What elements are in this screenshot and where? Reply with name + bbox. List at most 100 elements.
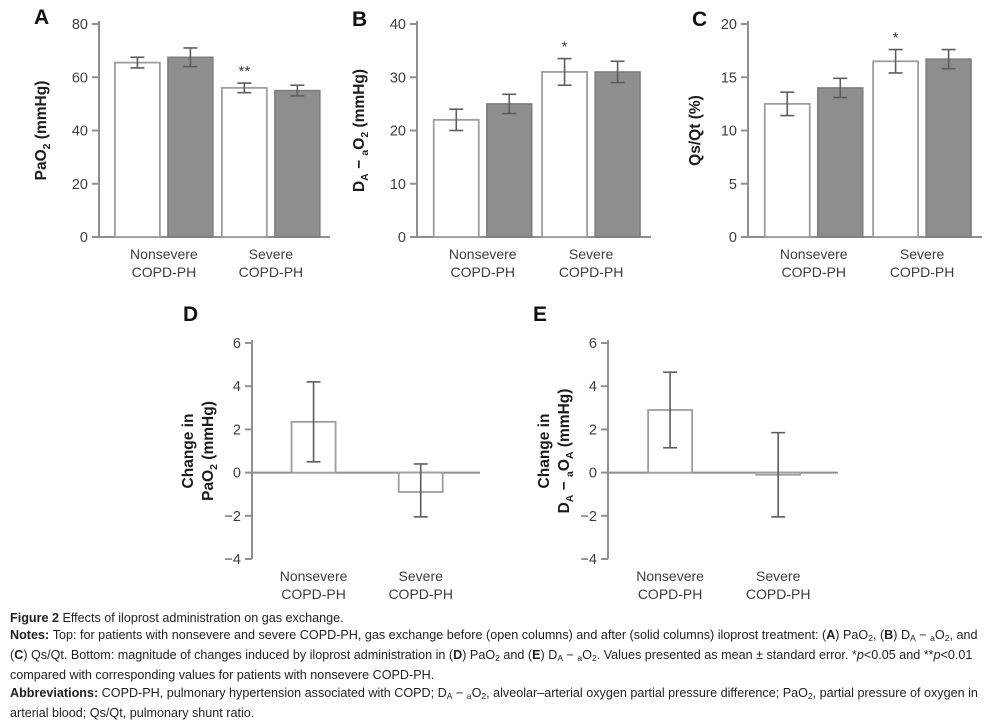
y-tick-label: 40: [390, 17, 406, 33]
x-category-label: COPD-PH: [890, 264, 955, 280]
x-category-label: Nonsevere: [636, 568, 704, 584]
caption-text-segment: −: [452, 685, 467, 700]
x-category-label: COPD-PH: [781, 264, 846, 280]
y-tick-label: 60: [72, 70, 88, 86]
y-axis-label: PaO2 (mmHg): [33, 81, 53, 181]
y-tick-label: −2: [224, 509, 241, 525]
y-tick-label: −4: [224, 552, 241, 568]
y-tick-label: 0: [398, 230, 406, 246]
x-category-label: Nonsevere: [449, 246, 517, 262]
chart-panel-b: B 0 10 20 30 40 Nonsevere COPD-PH Severe COPD-PH *…: [340, 0, 680, 295]
caption-text-segment: and (: [499, 648, 533, 663]
y-tick-label: 20: [72, 177, 88, 193]
caption-text-segment: O: [471, 685, 482, 700]
chart-panel-c: C 0 5 10 15 20 Nonsevere COPD-PH Severe COPD-PH * Q…: [680, 0, 1007, 295]
bar-a-nonsevere-open: [114, 61, 161, 238]
y-tick-label: 10: [721, 124, 737, 140]
x-category-label: Nonsevere: [280, 568, 348, 584]
caption-text-segment: 2: [591, 653, 597, 664]
chart-b-svg: 0 10 20 30 40 Nonsevere COPD-PH Severe COPD-PH * D…: [351, 17, 651, 280]
bar-c-nonsevere-solid: [817, 87, 864, 238]
y-tick-label: 0: [80, 230, 88, 246]
caption-text-segment: 2: [868, 633, 873, 644]
caption-text-segment: , (: [872, 628, 885, 643]
caption-text-segment: Notes:: [10, 628, 53, 643]
y-tick-label: 15: [721, 70, 737, 86]
caption-text-segment: Top: for patients with nonsevere and sev…: [52, 628, 827, 643]
bar-a-nonsevere-solid: [167, 56, 214, 238]
caption-text-segment: Figure 2: [10, 611, 63, 625]
caption-text-segment: a: [466, 690, 472, 701]
y-tick-label: 4: [589, 379, 597, 395]
x-category-label: Severe: [399, 568, 444, 584]
y-tick-label: 2: [589, 422, 597, 438]
y-tick-label: 30: [390, 70, 406, 86]
chart-panel-a: A 0 20 40 60 80 Nonsevere COPD-PH Severe COPD-PH *…: [0, 0, 340, 295]
x-category-label: COPD-PH: [239, 264, 304, 280]
caption-text-segment: a: [930, 633, 935, 644]
bar-a-severe-open: [220, 87, 268, 238]
x-category-label: COPD-PH: [746, 586, 811, 602]
x-category-label: COPD-PH: [388, 586, 453, 602]
caption-text-segment: , alveolar–arterial oxygen partial press…: [486, 685, 808, 700]
x-category-label: COPD-PH: [638, 586, 703, 602]
caption-text-segment: C: [14, 648, 24, 663]
caption-text-segment: , and (: [10, 628, 978, 663]
caption-text-segment: a: [577, 653, 583, 664]
bar-c-nonsevere-open: [763, 102, 811, 238]
y-tick-label: −2: [580, 509, 597, 525]
caption-text-segment: ) PaO: [462, 648, 496, 663]
caption-text-segment: ) D: [540, 648, 558, 663]
panel-label-b: B: [352, 8, 368, 31]
panel-label-a: A: [34, 6, 50, 29]
y-axis-label: Change in: [180, 414, 197, 489]
y-tick-label: 5: [729, 177, 737, 193]
y-tick-label: 20: [721, 17, 737, 33]
chart-e-svg: −4 −2 0 2 4 6 Nonsevere COPD-PH Severe COPD-PH Cha…: [536, 336, 838, 602]
x-category-label: COPD-PH: [450, 264, 515, 280]
y-tick-label: 40: [72, 124, 88, 140]
x-category-label: Severe: [900, 246, 945, 262]
caption-text-segment: <0.01 compared with corresponding values…: [10, 648, 973, 683]
caption-text-segment: p: [856, 648, 864, 663]
y-tick-label: 0: [729, 230, 737, 246]
y-tick-label: 6: [233, 336, 241, 352]
y-tick-label: 4: [233, 379, 241, 395]
bar-a-severe-solid: [274, 89, 321, 238]
y-axis-label: Qs/Qt (%): [687, 95, 704, 166]
caption-text-segment: O: [582, 648, 592, 663]
panel-label-d: D: [183, 303, 199, 326]
x-category-label: Severe: [756, 568, 801, 584]
caption-text-segment: , partial pressure of oxygen in arterial…: [10, 685, 978, 720]
significance-marker: **: [239, 63, 251, 80]
charts-area: A 0 20 40 60 80 Nonsevere COPD-PH Severe COPD-PH *…: [0, 0, 1007, 602]
caption-text-segment: 2: [481, 690, 487, 701]
caption-text-segment: −: [915, 628, 931, 643]
chart-c-svg: 0 5 10 15 20 Nonsevere COPD-PH Severe COPD-PH * Qs…: [687, 17, 982, 280]
bar-c-severe-solid: [925, 58, 972, 238]
caption-text-segment: ) PaO: [835, 628, 869, 643]
caption-text-segment: A: [826, 628, 836, 643]
chart-d-svg: −4 −2 0 2 4 6 Nonsevere COPD-PH Severe COPD-PH Cha…: [180, 336, 480, 602]
significance-marker: *: [562, 39, 568, 56]
caption-text-segment: Effects of iloprost administration on ga…: [62, 611, 344, 625]
caption-abbreviations: Abbreviations: COPD-PH, pulmonary hypert…: [10, 685, 995, 722]
caption-text-segment: B: [884, 628, 894, 643]
y-tick-label: 10: [390, 177, 406, 193]
y-tick-label: 20: [390, 124, 406, 140]
bar-b-severe-open: [541, 71, 588, 238]
x-category-label: COPD-PH: [132, 264, 197, 280]
caption-text-segment: 2: [944, 633, 950, 644]
panel-label-e: E: [533, 303, 548, 326]
x-category-label: COPD-PH: [559, 264, 624, 280]
x-category-label: COPD-PH: [281, 586, 346, 602]
y-tick-label: 0: [589, 466, 597, 482]
bar-b-severe-solid: [594, 71, 641, 238]
caption-text-segment: . Values presented as mean ± standard er…: [596, 648, 857, 663]
caption-text-segment: A: [446, 690, 453, 701]
x-category-label: Severe: [249, 246, 294, 262]
y-tick-label: 80: [72, 17, 88, 33]
bar-b-nonsevere-solid: [486, 103, 533, 238]
chart-panel-e: E −4 −2 0 2 4 6 Nonsevere COPD-PH Severe COPD-PH Ch…: [505, 298, 855, 612]
y-tick-label: 2: [233, 422, 241, 438]
